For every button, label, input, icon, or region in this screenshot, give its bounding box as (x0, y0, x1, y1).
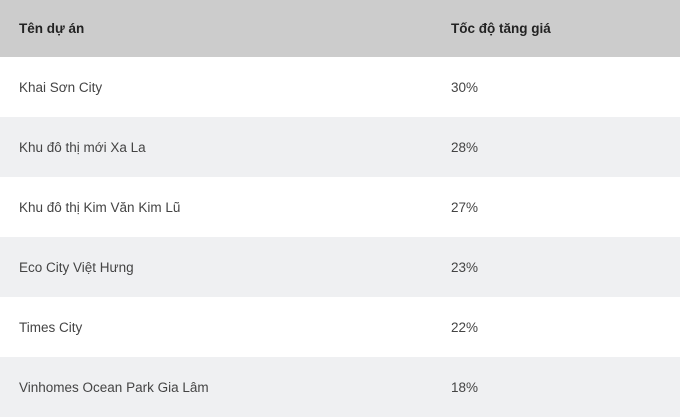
table-row: Khu đô thị Kim Văn Kim Lũ 27% (0, 177, 680, 237)
project-name: Vinhomes Ocean Park Gia Lâm (0, 357, 451, 417)
growth-rate: 30% (451, 79, 479, 95)
growth-rate: 27% (451, 199, 479, 215)
table-row: Times City 22% (0, 297, 680, 357)
table-row: Khai Sơn City 30% (0, 57, 680, 117)
growth-rate: 22% (451, 319, 479, 335)
project-name: Khu đô thị mới Xa La (0, 117, 451, 177)
growth-rate: 28% (451, 117, 680, 177)
table-row: Khu đô thị mới Xa La 28% (0, 117, 680, 177)
project-name: Times City (19, 319, 83, 335)
project-name: Khu đô thị Kim Văn Kim Lũ (19, 199, 181, 215)
growth-rate: 23% (451, 237, 680, 297)
table-row: Vinhomes Ocean Park Gia Lâm 18% (0, 357, 680, 417)
growth-rate: 18% (451, 357, 680, 417)
header-project-name: Tên dự án (0, 0, 451, 57)
table-header-row: Tên dự án Tốc độ tăng giá (0, 0, 680, 57)
table-row: Eco City Việt Hưng 23% (0, 237, 680, 297)
project-name: Khai Sơn City (19, 79, 103, 95)
header-price-growth: Tốc độ tăng giá (451, 0, 680, 57)
project-name: Eco City Việt Hưng (0, 237, 451, 297)
